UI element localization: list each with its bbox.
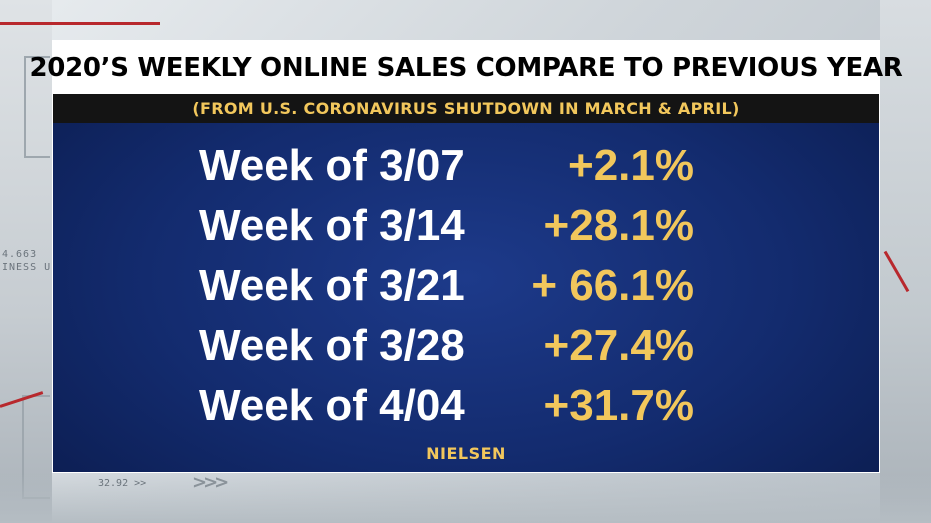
background-ticker-line: 4.663 (2, 249, 38, 260)
background-frame (24, 56, 50, 158)
title-bar: 2020’S WEEKLY ONLINE SALES COMPARE TO PR… (29, 41, 903, 94)
background-red-line (0, 22, 160, 25)
data-row: Week of 3/14 +28.1% (53, 196, 879, 256)
background-left-panel (0, 0, 52, 523)
row-label: Week of 3/28 (199, 321, 465, 370)
source-credit: NIELSEN (426, 444, 506, 463)
row-label: Week of 3/21 (199, 261, 465, 310)
row-value: +27.4% (543, 321, 694, 370)
row-value: +31.7% (543, 381, 694, 430)
data-row: Week of 4/04 +31.7% (53, 376, 879, 436)
data-row: Week of 3/28 +27.4% (53, 316, 879, 376)
row-label: Week of 3/07 (199, 141, 465, 190)
graphic-subtitle: (FROM U.S. CORONAVIRUS SHUTDOWN IN MARCH… (192, 99, 740, 118)
background-ticker-line: INESS U (2, 262, 52, 273)
data-row: Week of 3/07 +2.1% (53, 136, 879, 196)
graphic-panel: 2020’S WEEKLY ONLINE SALES COMPARE TO PR… (29, 40, 903, 473)
row-value: + 66.1% (531, 261, 694, 310)
row-label: Week of 4/04 (199, 381, 465, 430)
graphic-title: 2020’S WEEKLY ONLINE SALES COMPARE TO PR… (29, 52, 903, 83)
background-ticker-bottom: 32.92 >> (98, 478, 147, 489)
row-value: +2.1% (568, 141, 694, 190)
data-row: Week of 3/21 + 66.1% (53, 256, 879, 316)
background-bottom-stripe (0, 474, 931, 523)
row-value: +28.1% (543, 201, 694, 250)
background-arrows-icon: >>> (192, 472, 229, 493)
row-label: Week of 3/14 (199, 201, 465, 250)
subtitle-bar: (FROM U.S. CORONAVIRUS SHUTDOWN IN MARCH… (53, 94, 879, 123)
background-ticker: 4.663 INESS U (2, 248, 51, 274)
